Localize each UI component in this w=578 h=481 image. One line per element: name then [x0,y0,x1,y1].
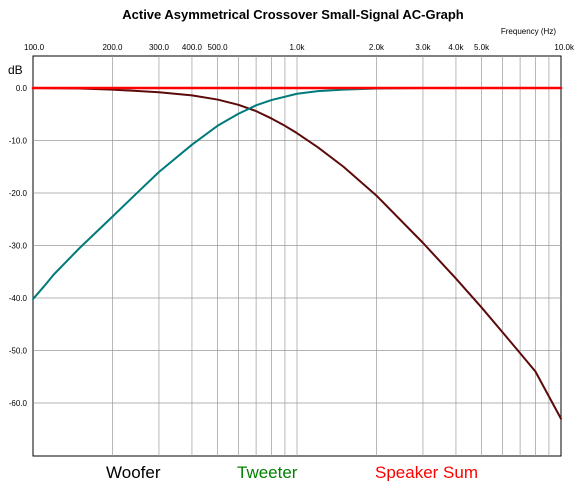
x-tick-label: 200.0 [102,43,123,52]
series-lines [31,86,563,420]
x-tick-label: 2.0k [369,43,385,52]
legend-speaker-sum: Speaker Sum [375,463,478,481]
y-tick-labels: 0.0 -10.0 -20.0 -30.0 -40.0 -50.0 -60.0 [9,84,28,408]
legend: Woofer Tweeter Speaker Sum [106,463,478,481]
x-tick-label: 300.0 [149,43,170,52]
x-tick-label: 1.0k [289,43,305,52]
y-tick-label: -20.0 [9,189,28,198]
grid [33,56,561,456]
x-tick-label: 10.0k [554,43,575,52]
x-tick-label: 100.0 [24,43,45,52]
legend-woofer: Woofer [106,463,161,481]
y-tick-label: -50.0 [9,347,28,356]
x-tick-label: 5.0k [474,43,490,52]
tweeter-line [32,87,424,301]
woofer-line [32,87,562,420]
x-tick-label: 4.0k [448,43,464,52]
x-axis-label: Frequency (Hz) [501,27,556,36]
y-tick-label: -10.0 [9,137,28,146]
chart-title: Active Asymmetrical Crossover Small-Sign… [122,7,464,22]
y-tick-label: -60.0 [9,399,28,408]
x-tick-label: 500.0 [208,43,229,52]
y-axis-label: dB [8,63,23,77]
y-tick-label: 0.0 [16,84,28,93]
x-tick-labels: 100.0 200.0 300.0 400.0 500.0 1.0k 2.0k 3.0k 4.0… [24,43,575,52]
y-tick-label: -30.0 [9,242,28,251]
x-tick-label: 3.0k [415,43,431,52]
y-tick-label: -40.0 [9,294,28,303]
legend-tweeter: Tweeter [237,463,298,481]
x-tick-label: 400.0 [182,43,203,52]
